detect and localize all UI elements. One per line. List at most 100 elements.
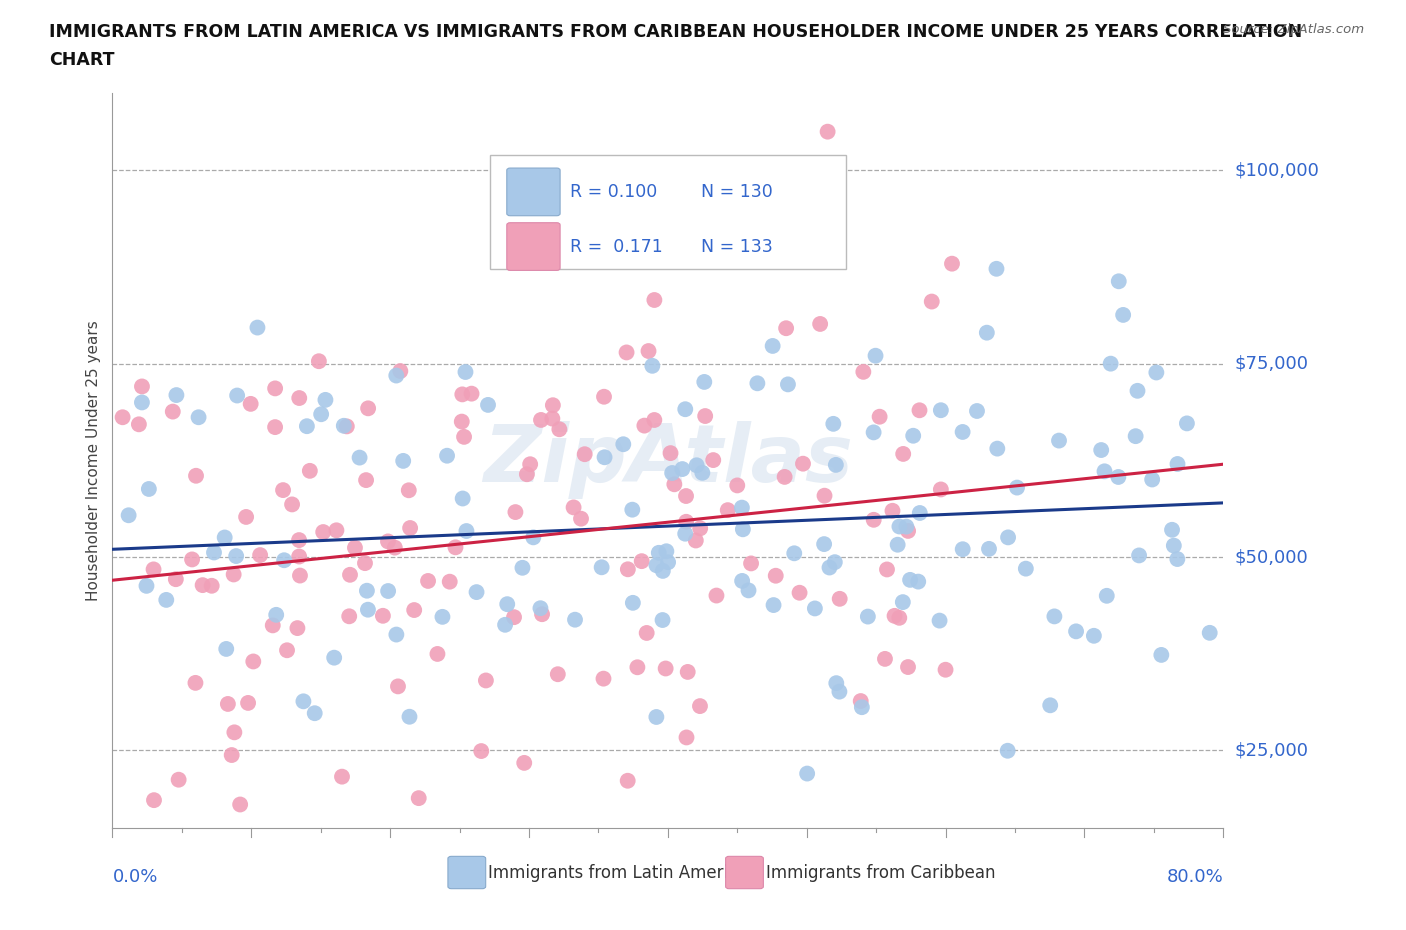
Point xyxy=(849,694,872,709)
Point xyxy=(229,797,252,812)
Point xyxy=(659,445,682,460)
Point xyxy=(426,646,449,661)
Point xyxy=(304,706,326,721)
Point xyxy=(898,573,921,588)
Point xyxy=(737,583,759,598)
Point xyxy=(131,379,153,394)
Point xyxy=(519,457,541,472)
Point xyxy=(288,391,311,405)
Point xyxy=(796,766,818,781)
Point xyxy=(891,594,914,609)
Point xyxy=(1126,383,1149,398)
Point xyxy=(325,523,347,538)
Point xyxy=(201,578,224,593)
Point xyxy=(762,598,785,613)
Point xyxy=(685,533,707,548)
Point xyxy=(591,560,613,575)
Point xyxy=(648,545,671,560)
Point xyxy=(897,659,920,674)
Point xyxy=(643,413,665,428)
Point xyxy=(505,505,527,520)
Point xyxy=(664,477,686,492)
Point xyxy=(354,556,377,571)
Point xyxy=(651,613,673,628)
Point xyxy=(655,544,678,559)
Point xyxy=(214,530,236,545)
Point xyxy=(661,466,683,481)
Point xyxy=(636,626,658,641)
Point xyxy=(569,512,592,526)
Point xyxy=(824,458,846,472)
Point xyxy=(869,409,891,424)
Point xyxy=(1166,551,1188,566)
Point xyxy=(385,368,408,383)
Point xyxy=(675,730,697,745)
Point xyxy=(637,343,659,358)
Point xyxy=(592,671,614,686)
Point xyxy=(689,698,711,713)
Point xyxy=(633,418,655,433)
Point xyxy=(808,316,831,331)
Point xyxy=(824,554,846,569)
Point xyxy=(673,526,696,541)
Point xyxy=(903,429,925,444)
Point xyxy=(685,458,707,472)
Point xyxy=(1047,433,1070,448)
Point xyxy=(616,345,638,360)
FancyBboxPatch shape xyxy=(506,168,560,216)
Text: N = 133: N = 133 xyxy=(702,237,773,256)
Point xyxy=(339,567,361,582)
FancyBboxPatch shape xyxy=(449,857,485,889)
Point xyxy=(217,697,239,711)
Point xyxy=(1064,624,1087,639)
Point xyxy=(731,500,754,515)
Point xyxy=(454,365,477,379)
Point xyxy=(897,524,920,538)
Point xyxy=(465,585,488,600)
Text: ZipAtlas: ZipAtlas xyxy=(482,421,853,499)
Point xyxy=(357,401,380,416)
Point xyxy=(416,574,439,589)
Point xyxy=(547,667,569,682)
Point xyxy=(288,533,311,548)
Point xyxy=(862,425,884,440)
Point xyxy=(673,402,696,417)
Point xyxy=(264,607,287,622)
Point xyxy=(262,618,284,632)
Point xyxy=(617,562,640,577)
Point xyxy=(1083,629,1105,644)
Point xyxy=(775,321,797,336)
Point xyxy=(399,521,422,536)
Point xyxy=(626,659,648,674)
Point xyxy=(630,553,652,568)
Point xyxy=(530,413,553,428)
Point xyxy=(1043,609,1066,624)
Point xyxy=(531,606,554,621)
Point xyxy=(349,450,371,465)
Text: $100,000: $100,000 xyxy=(1234,161,1319,179)
Point xyxy=(1163,538,1185,553)
Point xyxy=(817,125,839,140)
Point xyxy=(242,654,264,669)
Point xyxy=(451,491,474,506)
Point xyxy=(333,418,356,433)
Point xyxy=(392,454,415,469)
Text: Immigrants from Caribbean: Immigrants from Caribbean xyxy=(766,864,995,882)
Point xyxy=(225,549,247,564)
Point xyxy=(934,662,956,677)
Point xyxy=(494,618,516,632)
Point xyxy=(384,540,406,555)
Point xyxy=(295,418,318,433)
Point xyxy=(165,388,187,403)
Point xyxy=(377,583,399,598)
Point xyxy=(444,540,467,555)
Point xyxy=(689,521,711,536)
Text: N = 130: N = 130 xyxy=(702,183,773,201)
Point xyxy=(165,572,187,587)
Point xyxy=(789,585,811,600)
Point xyxy=(562,500,585,515)
Point xyxy=(776,377,799,392)
Point xyxy=(398,483,420,498)
Point xyxy=(657,555,679,570)
Point xyxy=(929,403,952,418)
